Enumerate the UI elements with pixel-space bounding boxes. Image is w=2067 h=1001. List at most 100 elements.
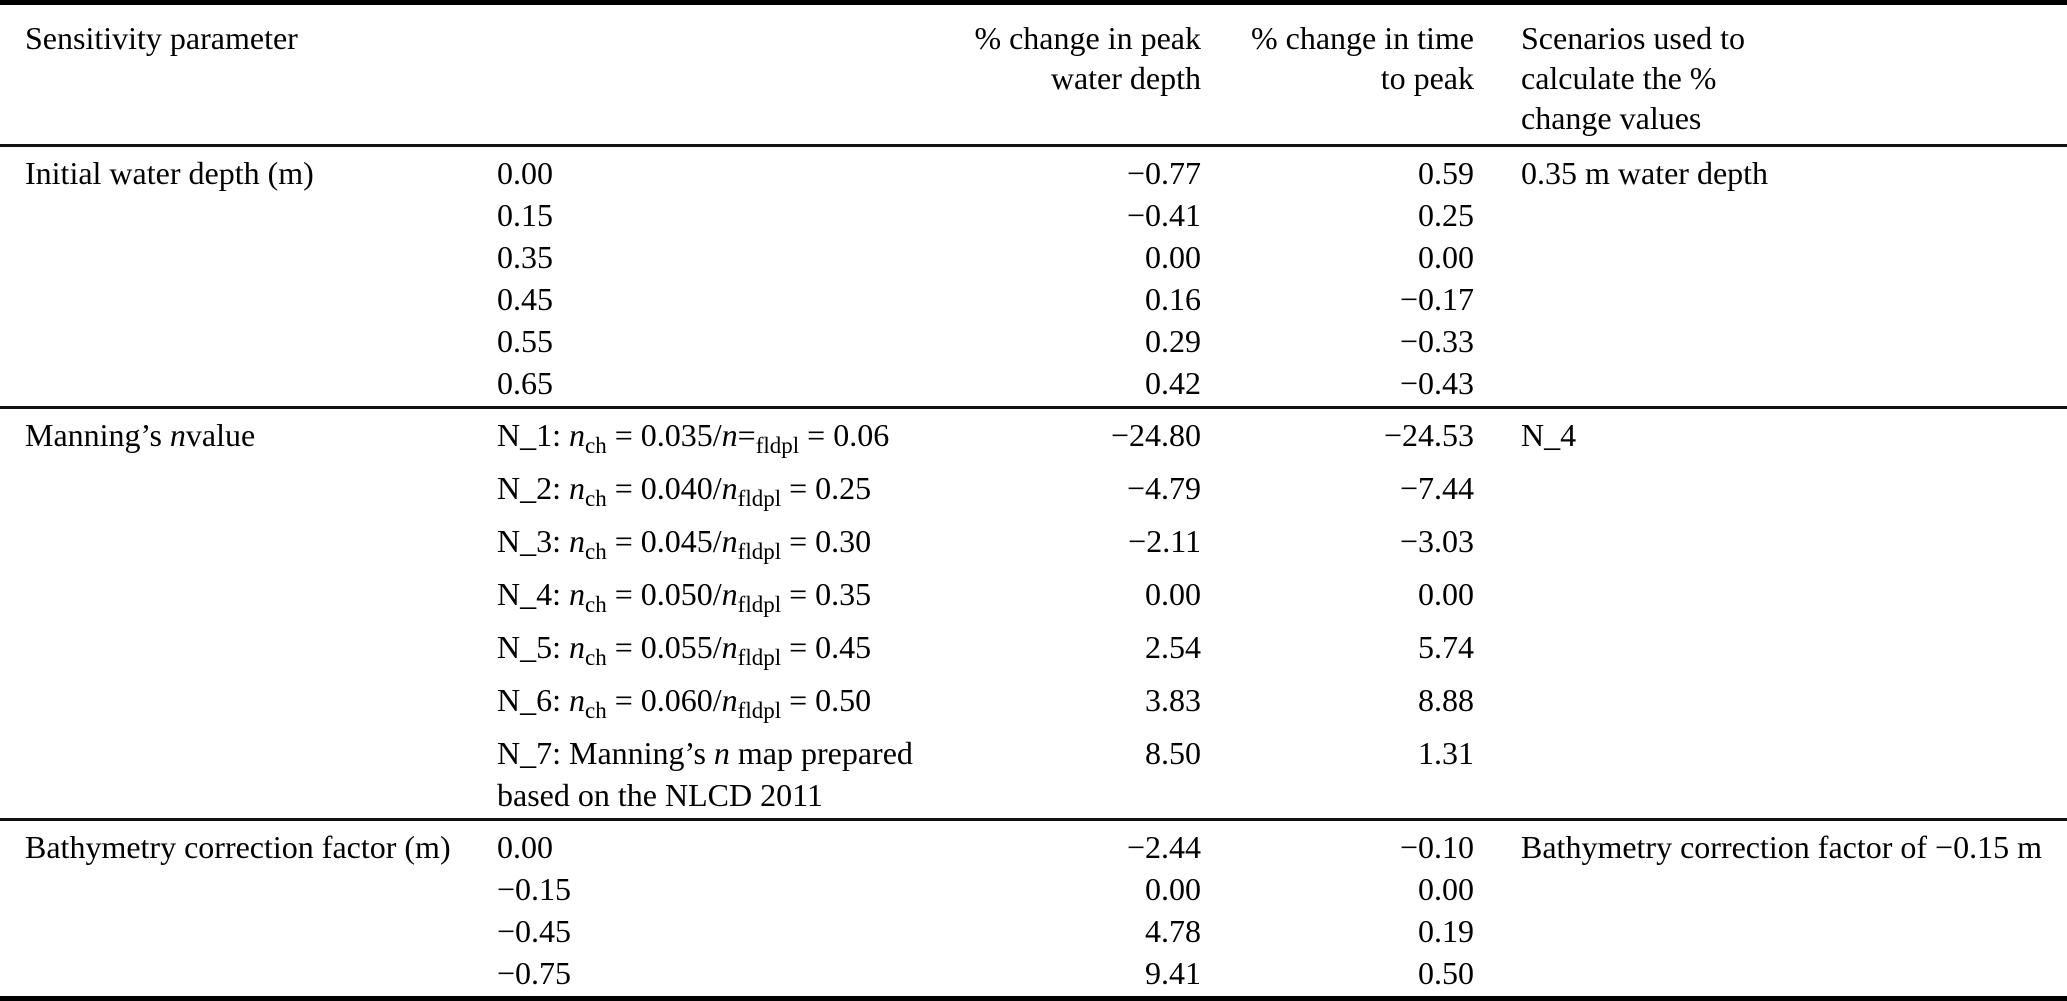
parameter-cell [0, 774, 472, 820]
table-row: 0.45 0.16 −0.17 [0, 278, 2067, 320]
time-to-peak-cell: 8.88 [1418, 682, 1474, 718]
note-cell [1478, 868, 2067, 910]
col-header-sensitivity-parameter: Sensitivity parameter [0, 2, 472, 147]
note-cell [1478, 362, 2067, 408]
time-to-peak-cell: 0.00 [1418, 239, 1474, 275]
scenario-cell: −0.45 [497, 913, 572, 949]
table-row: 0.15 −0.41 0.25 [0, 194, 2067, 236]
scenario-cell: N_2: nch = 0.040/nfldpl = 0.25 [497, 470, 872, 511]
table-row: Bathymetry correction factor (m) 0.00 −2.4… [0, 820, 2067, 869]
note-cell [1478, 573, 2067, 626]
col-header-scenarios-note: Scenarios used to calculate the % change… [1478, 2, 2067, 147]
peak-depth-cell: 0.42 [1145, 365, 1201, 401]
table-row: N_5: nch = 0.055/nfldpl = 0.45 2.54 5.74 [0, 626, 2067, 679]
table-row: based on the NLCD 2011 [0, 774, 2067, 820]
table-row: N_4: nch = 0.050/nfldpl = 0.35 0.00 0.00 [0, 573, 2067, 626]
peak-depth-cell: −4.79 [1126, 470, 1201, 506]
note-cell [1478, 732, 2067, 774]
parameter-cell [0, 952, 472, 994]
col-header-scenario [472, 2, 960, 147]
note-cell [1478, 236, 2067, 278]
peak-depth-cell: −0.77 [1126, 155, 1201, 191]
time-to-peak-cell: −0.17 [1399, 281, 1474, 317]
table-row: N_6: nch = 0.060/nfldpl = 0.50 3.83 8.88 [0, 679, 2067, 732]
note-cell [1478, 278, 2067, 320]
note-cell [1478, 679, 2067, 732]
table-row: N_7: Manning’s n map prepared 8.50 1.31 [0, 732, 2067, 774]
scenario-cell: N_4: nch = 0.050/nfldpl = 0.35 [497, 576, 872, 617]
scenario-cell: N_3: nch = 0.045/nfldpl = 0.30 [497, 523, 872, 564]
table-section: Manning’s nvalue N_1: nch = 0.035/n=fldpl… [0, 408, 2067, 820]
peak-depth-cell: 0.00 [1145, 576, 1201, 612]
note-cell [1478, 626, 2067, 679]
time-to-peak-cell: 0.50 [1418, 955, 1474, 991]
scenario-cell: 0.15 [497, 197, 553, 233]
time-to-peak-cell: 0.25 [1418, 197, 1474, 233]
parameter-cell [0, 910, 472, 952]
time-to-peak-cell: 1.31 [1418, 735, 1474, 771]
scenario-cell: N_1: nch = 0.035/n=fldpl = 0.06 [497, 417, 890, 458]
note-cell [1478, 467, 2067, 520]
table-row: Manning’s nvalue N_1: nch = 0.035/n=fldpl… [0, 408, 2067, 468]
peak-depth-cell: −24.80 [1110, 417, 1201, 453]
parameter-cell [0, 194, 472, 236]
table-row: 0.65 0.42 −0.43 [0, 362, 2067, 408]
header-row: Sensitivity parameter % change in peak w… [0, 2, 2067, 147]
table-header: Sensitivity parameter % change in peak w… [0, 2, 2067, 147]
time-to-peak-cell: −3.03 [1399, 523, 1474, 559]
parameter-cell: Manning’s nvalue [25, 417, 256, 453]
parameter-cell [0, 467, 472, 520]
scenario-cell: 0.35 [497, 239, 553, 275]
table-row: 0.55 0.29 −0.33 [0, 320, 2067, 362]
table-row: −0.75 9.41 0.50 [0, 952, 2067, 994]
parameter-cell [0, 362, 472, 408]
table-row: 0.35 0.00 0.00 [0, 236, 2067, 278]
time-to-peak-cell [1205, 774, 1478, 820]
parameter-cell [0, 868, 472, 910]
scenario-cell: N_7: Manning’s n map prepared [497, 735, 913, 771]
peak-depth-cell: 4.78 [1145, 913, 1201, 949]
time-to-peak-cell: 5.74 [1418, 629, 1474, 665]
peak-depth-cell: 9.41 [1145, 955, 1201, 991]
peak-depth-cell: 0.00 [1145, 871, 1201, 907]
time-to-peak-cell: 0.59 [1418, 155, 1474, 191]
parameter-cell [0, 320, 472, 362]
parameter-cell: Initial water depth (m) [25, 155, 314, 191]
table-row: N_2: nch = 0.040/nfldpl = 0.25 −4.79 −7.44 [0, 467, 2067, 520]
note-cell: N_4 [1521, 417, 1577, 453]
table-row: −0.45 4.78 0.19 [0, 910, 2067, 952]
col-header-peak-water-depth: % change in peak water depth [960, 2, 1205, 147]
scenario-cell: −0.75 [497, 955, 572, 991]
note-cell [1478, 952, 2067, 994]
parameter-cell [0, 278, 472, 320]
peak-depth-cell: 0.00 [1145, 239, 1201, 275]
note-cell: 0.35 m water depth [1521, 155, 1769, 191]
peak-depth-cell: −2.44 [1126, 829, 1201, 865]
note-cell [1478, 774, 2067, 820]
note-cell [1478, 194, 2067, 236]
scenario-cell: 0.00 [497, 829, 553, 865]
scenario-cell: 0.00 [497, 155, 553, 191]
note-cell [1478, 320, 2067, 362]
scenario-cell: 0.55 [497, 323, 553, 359]
note-cell [1478, 910, 2067, 952]
scenario-cell: N_5: nch = 0.055/nfldpl = 0.45 [497, 629, 872, 670]
time-to-peak-cell: −7.44 [1399, 470, 1474, 506]
parameter-cell [0, 732, 472, 774]
table-section: Initial water depth (m) 0.00 −0.77 0.59 0.35… [0, 146, 2067, 408]
note-cell [1478, 520, 2067, 573]
table-section: Bathymetry correction factor (m) 0.00 −2.4… [0, 820, 2067, 1001]
parameter-cell [0, 573, 472, 626]
time-to-peak-cell: −24.53 [1383, 417, 1474, 453]
scenario-cell: based on the NLCD 2011 [497, 777, 823, 813]
time-to-peak-cell: −0.43 [1399, 365, 1474, 401]
parameter-cell: Bathymetry correction factor (m) [25, 829, 451, 865]
table-row: −0.15 0.00 0.00 [0, 868, 2067, 910]
scenario-cell: 0.45 [497, 281, 553, 317]
time-to-peak-cell: 0.00 [1418, 871, 1474, 907]
peak-depth-cell [960, 774, 1205, 820]
parameter-cell [0, 679, 472, 732]
note-cell: Bathymetry correction factor of −0.15 m [1521, 829, 2042, 865]
